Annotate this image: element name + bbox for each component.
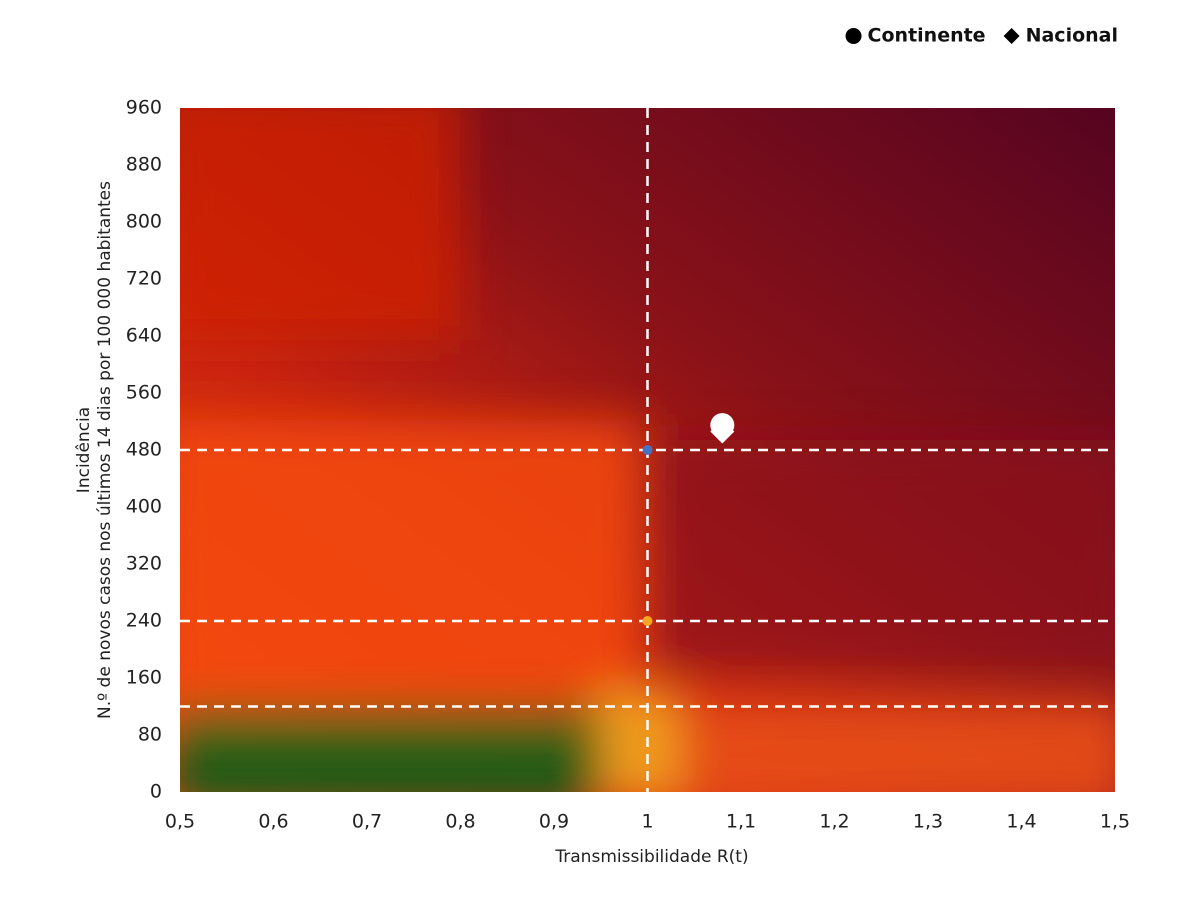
x-tick-label: 0,9 <box>539 811 569 833</box>
y-tick-label: 720 <box>126 268 162 290</box>
data-point <box>642 616 653 626</box>
y-tick-label: 880 <box>126 154 162 176</box>
x-tick-label: 0,8 <box>445 811 475 833</box>
y-tick-label: 160 <box>126 667 162 689</box>
y-tick-label: 0 <box>150 781 162 803</box>
heatmap-background <box>180 108 1115 792</box>
y-tick-label: 400 <box>126 496 162 518</box>
x-tick-label: 1,2 <box>819 811 849 833</box>
x-tick-label: 1,3 <box>913 811 943 833</box>
x-tick-label: 1,5 <box>1100 811 1130 833</box>
x-tick-label: 1,4 <box>1006 811 1036 833</box>
x-tick-label: 0,5 <box>165 811 195 833</box>
y-tick-label: 80 <box>138 724 162 746</box>
y-tick-label: 560 <box>126 382 162 404</box>
x-tick-label: 1 <box>641 811 653 833</box>
data-point <box>642 445 653 455</box>
x-tick-label: 0,6 <box>258 811 288 833</box>
y-tick-label: 240 <box>126 610 162 632</box>
x-axis-title: Transmissibilidade R(t) <box>554 847 748 867</box>
y-tick-label: 960 <box>126 97 162 119</box>
legend-label: Continente <box>868 25 986 47</box>
legend-marker <box>1003 28 1020 44</box>
legend-label: Nacional <box>1026 25 1118 47</box>
x-tick-label: 1,1 <box>726 811 756 833</box>
x-tick-label: 0,7 <box>352 811 382 833</box>
data-point <box>710 413 735 438</box>
y-axis-title: Incidência <box>74 407 94 493</box>
y-axis-title: N.º de novos casos nos últimos 14 dias p… <box>95 181 115 719</box>
legend-marker <box>845 28 862 44</box>
y-tick-label: 320 <box>126 553 162 575</box>
y-tick-label: 640 <box>126 325 162 347</box>
y-tick-label: 800 <box>126 211 162 233</box>
y-tick-label: 480 <box>126 439 162 461</box>
